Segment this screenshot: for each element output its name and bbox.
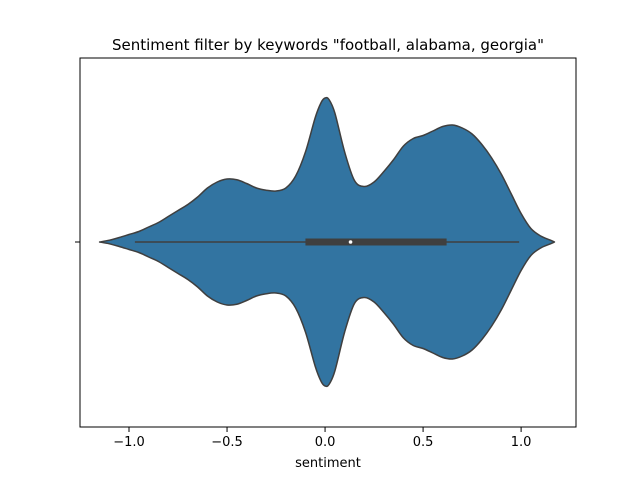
x-tick-label: −0.5: [211, 435, 243, 450]
x-tick-label: 1.0: [511, 435, 532, 450]
x-tick-label: −1.0: [113, 435, 145, 450]
chart-title: Sentiment filter by keywords "football, …: [112, 36, 544, 54]
x-axis: −1.0 −0.5 0.0 0.5 1.0: [113, 427, 531, 450]
interquartile-box: [305, 238, 447, 246]
x-axis-label: sentiment: [295, 456, 361, 471]
median-point: [348, 240, 353, 244]
x-tick-label: 0.0: [315, 435, 336, 450]
x-tick-label: 0.5: [413, 435, 434, 450]
plot-area: [98, 96, 556, 388]
